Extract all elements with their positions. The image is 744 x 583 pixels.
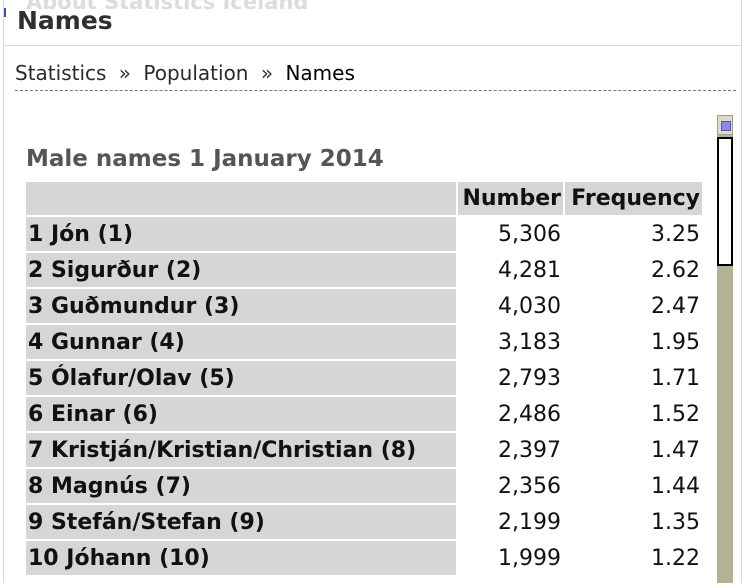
vertical-scrollbar[interactable]: [717, 115, 733, 583]
breadcrumb-separator: »: [261, 61, 273, 85]
name-cell: 3 Guðmundur (3): [26, 289, 456, 323]
breadcrumb-current: Names: [285, 61, 354, 85]
frequency-cell: 1.22: [565, 541, 702, 575]
table-caption: Male names 1 January 2014: [26, 146, 384, 172]
table-row: 9 Stefán/Stefan (9) 2,199 1.35: [26, 505, 702, 539]
table-row: 8 Magnús (7) 2,356 1.44: [26, 469, 702, 503]
name-cell: 9 Stefán/Stefan (9): [26, 505, 456, 539]
scroll-thumb[interactable]: [717, 137, 733, 266]
name-cell: 4 Gunnar (4): [26, 325, 456, 359]
name-column-header: [26, 182, 456, 215]
number-cell: 2,397: [458, 433, 563, 467]
breadcrumb-divider: [15, 90, 736, 91]
scroll-up-button[interactable]: [717, 115, 733, 135]
name-cell: 5 Ólafur/Olav (5): [26, 361, 456, 395]
title-divider: [4, 45, 741, 46]
breadcrumb-separator: »: [119, 61, 131, 85]
page-window: About Statistics Iceland Names Statistic…: [3, 0, 742, 583]
table-row: 3 Guðmundur (3) 4,030 2.47: [26, 289, 702, 323]
number-cell: 2,356: [458, 469, 563, 503]
name-cell: 2 Sigurður (2): [26, 253, 456, 287]
table-row: 1 Jón (1) 5,306 3.25: [26, 217, 702, 251]
table-row: 10 Jóhann (10) 1,999 1.22: [26, 541, 702, 575]
frequency-cell: 1.71: [565, 361, 702, 395]
number-cell: 2,793: [458, 361, 563, 395]
name-cell: 7 Kristján/Kristian/Christian (8): [26, 433, 456, 467]
breadcrumb-statistics-link[interactable]: Statistics: [15, 61, 106, 85]
table-row: 5 Ólafur/Olav (5) 2,793 1.71: [26, 361, 702, 395]
names-table: Number Frequency 1 Jón (1) 5,306 3.25 2 Sig…: [24, 180, 704, 577]
frequency-cell: 2.62: [565, 253, 702, 287]
frequency-cell: 1.95: [565, 325, 702, 359]
breadcrumb: Statistics » Population » Names: [15, 61, 355, 85]
name-cell: 8 Magnús (7): [26, 469, 456, 503]
number-cell: 2,199: [458, 505, 563, 539]
table-row: 7 Kristján/Kristian/Christian (8) 2,397 1.…: [26, 433, 702, 467]
name-cell: 6 Einar (6): [26, 397, 456, 431]
number-cell: 4,030: [458, 289, 563, 323]
page-edge-marker: [4, 8, 6, 17]
number-cell: 4,281: [458, 253, 563, 287]
table-row: 4 Gunnar (4) 3,183 1.95: [26, 325, 702, 359]
page-title: Names: [17, 6, 113, 35]
table-header-row: Number Frequency: [26, 182, 702, 215]
frequency-cell: 1.44: [565, 469, 702, 503]
number-cell: 2,486: [458, 397, 563, 431]
frequency-cell: 1.47: [565, 433, 702, 467]
number-cell: 5,306: [458, 217, 563, 251]
breadcrumb-population-link[interactable]: Population: [143, 61, 248, 85]
frequency-cell: 1.52: [565, 397, 702, 431]
frequency-cell: 3.25: [565, 217, 702, 251]
frequency-cell: 2.47: [565, 289, 702, 323]
number-column-header: Number: [458, 182, 563, 215]
table-row: 6 Einar (6) 2,486 1.52: [26, 397, 702, 431]
name-cell: 10 Jóhann (10): [26, 541, 456, 575]
frequency-column-header: Frequency: [565, 182, 702, 215]
frequency-cell: 1.35: [565, 505, 702, 539]
number-cell: 1,999: [458, 541, 563, 575]
name-cell: 1 Jón (1): [26, 217, 456, 251]
table-row: 2 Sigurður (2) 4,281 2.62: [26, 253, 702, 287]
number-cell: 3,183: [458, 325, 563, 359]
up-arrow-icon: [721, 121, 731, 131]
